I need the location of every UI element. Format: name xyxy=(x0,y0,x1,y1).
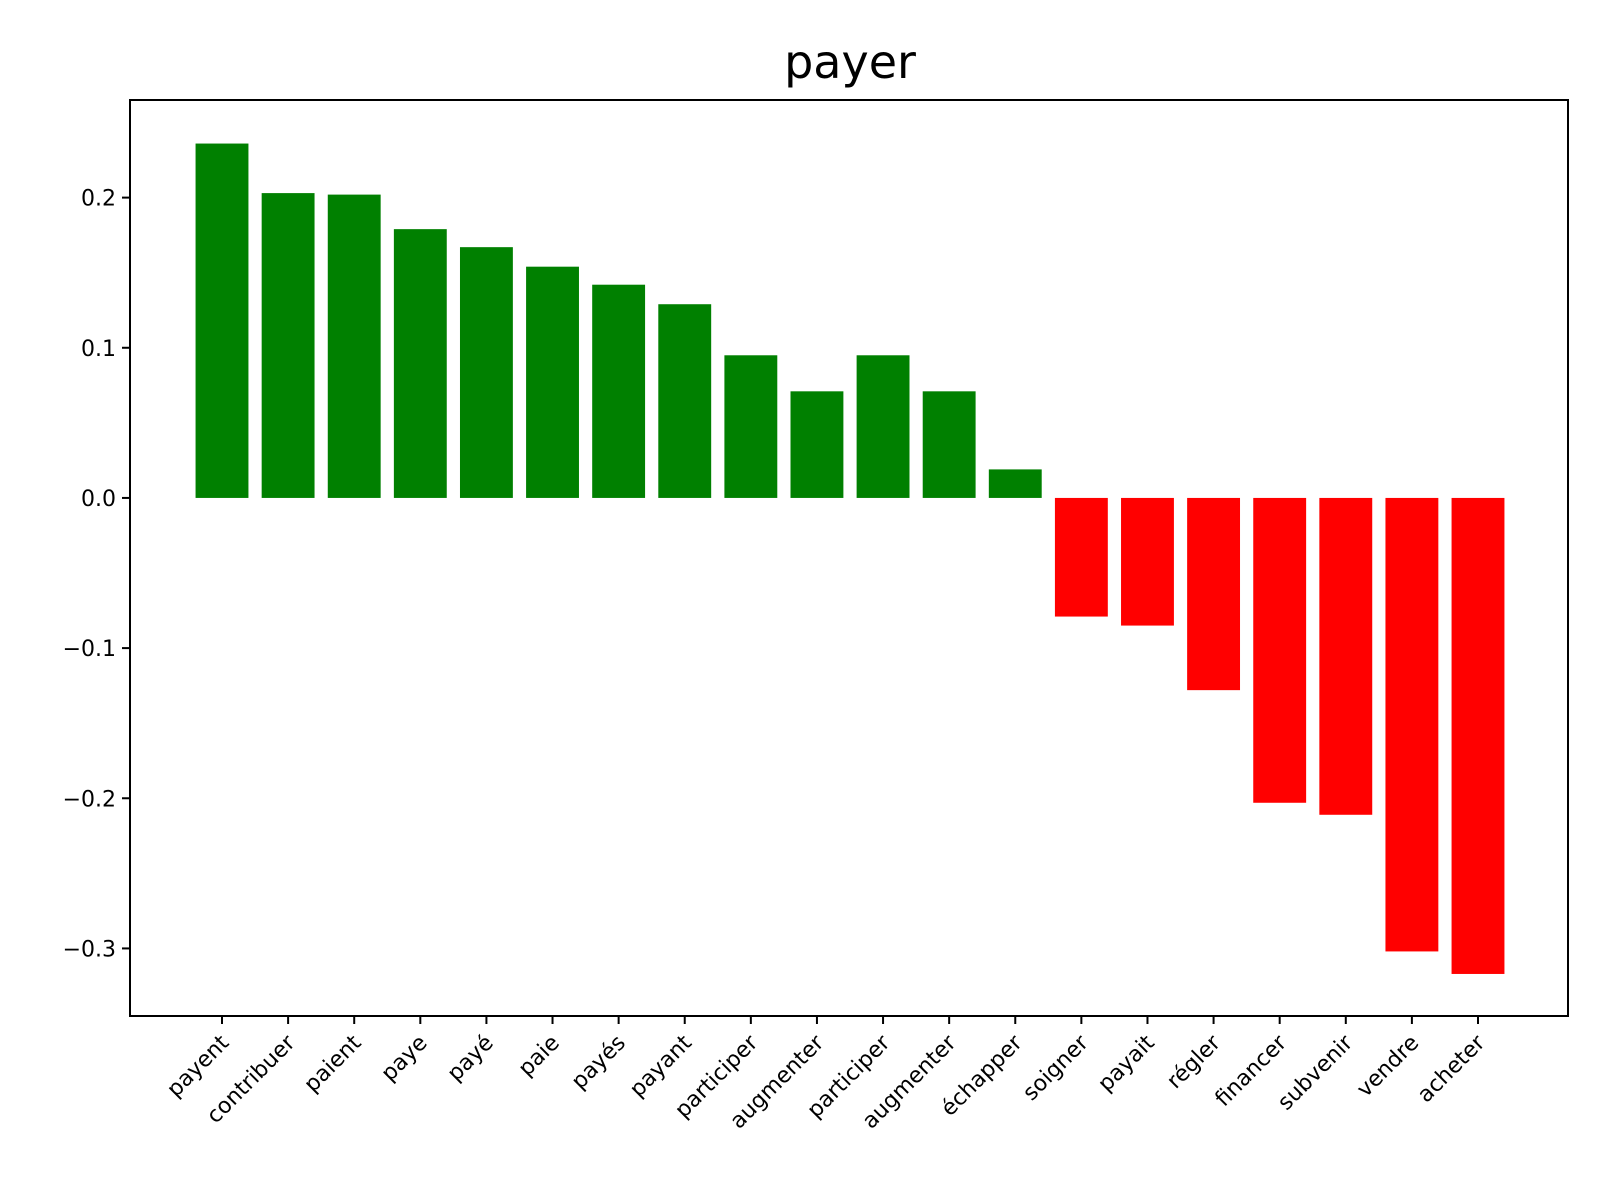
bar-11 xyxy=(922,391,976,498)
bar-8 xyxy=(724,355,778,498)
x-tick-label-19: acheter xyxy=(1413,1030,1491,1108)
x-tick-label-4: payé xyxy=(443,1031,499,1087)
bar-13 xyxy=(1054,497,1108,617)
x-tick-label-2: paient xyxy=(300,1030,367,1097)
x-tick-label-15: régler xyxy=(1162,1030,1226,1094)
bar-16 xyxy=(1253,497,1307,803)
y-axis: 0.2 0.1 0.0 −0.1 −0.2 −0.3 xyxy=(63,187,130,962)
y-tick-label-2: 0.0 xyxy=(81,487,116,512)
bar-0 xyxy=(195,143,249,498)
plot-frame xyxy=(129,99,1569,1017)
y-tick-label-1: 0.1 xyxy=(81,337,116,362)
x-tick-label-3: paye xyxy=(377,1031,433,1087)
bar-9 xyxy=(790,391,844,498)
x-tick-label-13: soigner xyxy=(1018,1030,1094,1106)
x-tick-label-14: payait xyxy=(1093,1030,1160,1097)
bar-17 xyxy=(1319,497,1373,815)
bar-10 xyxy=(856,355,910,498)
bar-12 xyxy=(988,469,1042,498)
bar-18 xyxy=(1385,497,1439,952)
y-tick-label-0: 0.2 xyxy=(81,187,116,212)
bar-3 xyxy=(393,229,447,498)
bars-group xyxy=(195,143,1505,974)
y-tick-label-5: −0.3 xyxy=(63,937,116,962)
x-tick-label-6: payés xyxy=(567,1031,631,1095)
x-tick-label-5: paie xyxy=(514,1031,565,1082)
bar-1 xyxy=(261,193,315,498)
bar-7 xyxy=(658,304,712,498)
y-tick-label-4: −0.2 xyxy=(63,787,116,812)
bar-19 xyxy=(1451,497,1505,974)
y-tick-label-3: −0.1 xyxy=(63,637,116,662)
bar-15 xyxy=(1187,497,1241,691)
bar-5 xyxy=(526,266,579,498)
bar-4 xyxy=(459,247,513,498)
bar-6 xyxy=(592,284,646,498)
chart-title: payer xyxy=(784,35,916,89)
bar-2 xyxy=(327,194,381,498)
bar-14 xyxy=(1121,497,1174,626)
